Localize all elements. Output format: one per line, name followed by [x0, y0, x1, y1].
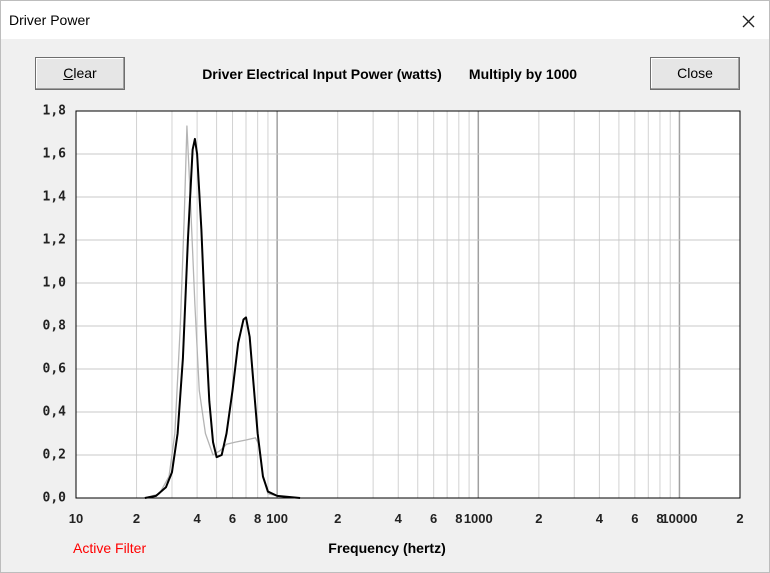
plot-area [76, 111, 740, 498]
y-tick-label: 1,0 [43, 276, 67, 291]
close-icon[interactable] [737, 10, 759, 32]
x-tick-label: 2 [736, 511, 743, 526]
status-text: Active Filter [73, 540, 146, 556]
close-button[interactable]: Close [650, 57, 740, 90]
x-tick-label: 10 [69, 511, 83, 526]
x-tick-label: 8 [455, 511, 462, 526]
x-tick-label: 6 [229, 511, 236, 526]
x-tick-label: 8 [254, 511, 261, 526]
chart-title: Driver Electrical Input Power (watts) [202, 66, 442, 82]
y-tick-label: 0,4 [43, 405, 67, 420]
y-tick-label: 0,0 [43, 491, 67, 506]
x-tick-label: 100 [266, 511, 288, 526]
x-tick-label: 10000 [661, 511, 697, 526]
x-tick-label: 4 [395, 511, 403, 526]
x-tick-label: 2 [133, 511, 140, 526]
multiplier-note: Multiply by 1000 [469, 66, 577, 82]
y-tick-label: 0,8 [43, 319, 67, 334]
y-tick-label: 1,2 [43, 233, 66, 248]
line-series [144, 137, 301, 499]
x-tick-label: 2 [334, 511, 341, 526]
y-tick-label: 0,2 [43, 448, 66, 463]
x-tick-label: 4 [193, 511, 201, 526]
x-tick-label: 1000 [464, 511, 493, 526]
x-tick-label: 6 [631, 511, 638, 526]
clear-button[interactable]: Clear [35, 57, 125, 90]
x-axis-label: Frequency (hertz) [328, 540, 445, 556]
x-tick-label: 2 [535, 511, 542, 526]
y-tick-label: 1,6 [43, 147, 67, 162]
y-tick-label: 1,8 [43, 104, 67, 119]
y-tick-label: 0,6 [43, 362, 67, 377]
window-title: Driver Power [9, 12, 90, 28]
plot-frame [75, 110, 741, 499]
x-tick-label: 4 [596, 511, 604, 526]
y-tick-label: 1,4 [43, 190, 67, 205]
x-tick-label: 8 [656, 511, 663, 526]
x-tick-label: 6 [430, 511, 437, 526]
title-bar: Driver Power [1, 1, 769, 39]
